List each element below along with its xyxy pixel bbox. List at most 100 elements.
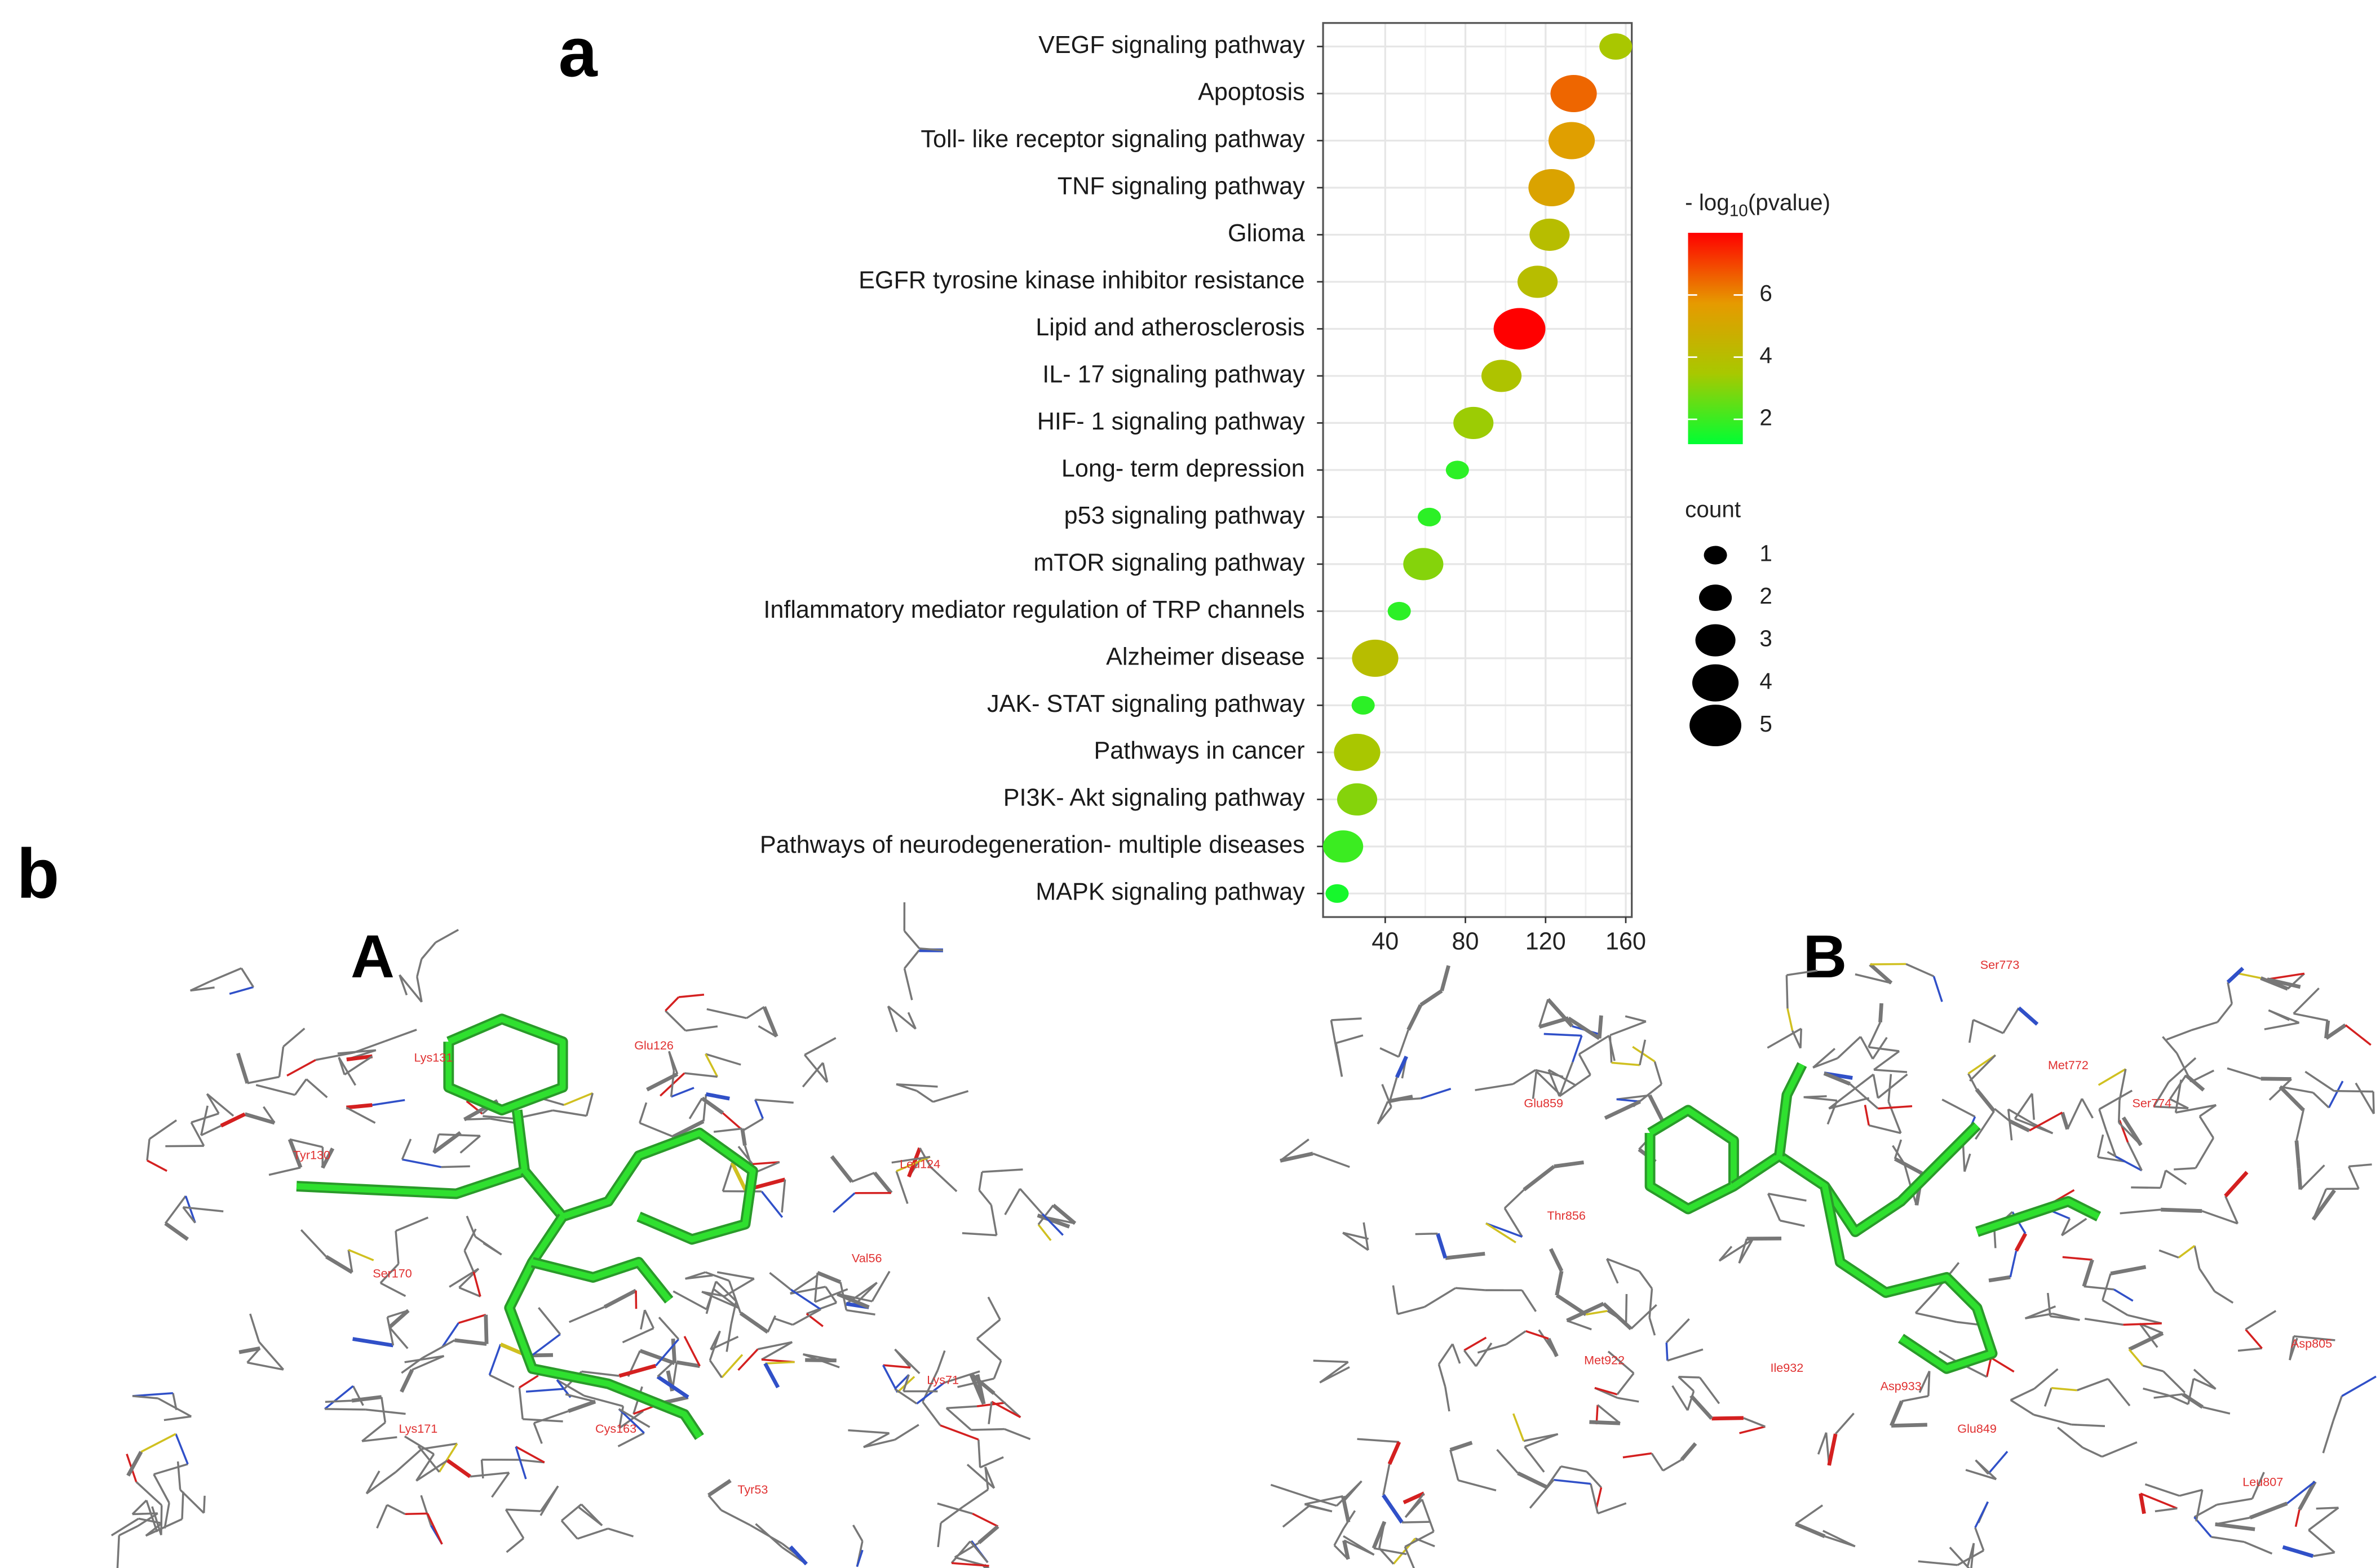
residue-stick xyxy=(2083,1285,2114,1291)
residue-stick xyxy=(976,1337,1002,1362)
residue-label: Lys131 xyxy=(414,1051,453,1065)
residue-stick xyxy=(110,1517,139,1536)
residue-stick xyxy=(1341,1495,1351,1523)
residue-stick xyxy=(351,1395,382,1403)
residue-stick xyxy=(1549,1248,1564,1272)
subpanel-label: B xyxy=(1803,922,1847,990)
residue-stick xyxy=(1572,1035,1583,1062)
residue-stick xyxy=(560,1520,578,1540)
residue-stick xyxy=(2178,1244,2196,1259)
residue-stick xyxy=(804,1037,837,1056)
residue-stick xyxy=(344,1055,373,1076)
residue-stick xyxy=(258,1341,285,1371)
residue-stick xyxy=(1449,1449,1459,1481)
size-legend-label: 1 xyxy=(1759,541,1772,566)
residue-stick xyxy=(2268,1078,2292,1101)
residue-stick xyxy=(380,1282,406,1297)
residue-stick xyxy=(1052,1203,1077,1225)
residue-stick xyxy=(2117,1100,2121,1123)
residue-stick xyxy=(518,1387,524,1420)
residue-stick xyxy=(1817,1432,1828,1455)
residue-stick xyxy=(1308,1505,1333,1513)
residue-stick xyxy=(746,1006,765,1019)
residue-stick xyxy=(754,1099,764,1119)
residue-stick xyxy=(1004,1188,1021,1216)
residue-stick xyxy=(1985,1357,1992,1377)
residue-stick xyxy=(2227,1067,2262,1080)
residue-stick xyxy=(1037,1213,1070,1229)
residue-stick xyxy=(789,1275,817,1295)
residue-stick xyxy=(2169,1098,2189,1109)
residue-stick xyxy=(676,1360,700,1368)
residue-stick xyxy=(2316,1507,2339,1510)
residue-stick xyxy=(278,1046,285,1077)
residue-stick xyxy=(962,1489,989,1508)
residue-stick xyxy=(2031,1093,2035,1120)
residue-stick xyxy=(381,1397,387,1423)
bubble xyxy=(1334,733,1381,771)
residue-stick xyxy=(1524,1446,1545,1473)
residue-stick xyxy=(2289,1336,2295,1361)
residue-stick xyxy=(426,1513,443,1545)
residue-stick xyxy=(891,1155,931,1164)
residue-stick xyxy=(1452,1343,1461,1364)
x-tick-label: 160 xyxy=(1605,928,1646,955)
bubble xyxy=(1481,360,1522,392)
residue-stick xyxy=(2214,1290,2234,1304)
residue-stick xyxy=(2245,1310,2277,1331)
residue-stick xyxy=(464,1118,490,1121)
residue-stick xyxy=(1377,1101,1389,1124)
residue-stick xyxy=(833,1192,856,1213)
residue-stick xyxy=(135,1481,162,1506)
residue-stick xyxy=(678,993,705,998)
residue-stick xyxy=(789,1545,808,1566)
residue-stick xyxy=(1362,1222,1369,1251)
residue-stick xyxy=(670,1087,694,1098)
residue-stick xyxy=(2107,1378,2131,1407)
residue-stick xyxy=(671,1338,677,1363)
residue-stick xyxy=(2237,1347,2262,1352)
residue-stick xyxy=(1632,1046,1656,1062)
residue-stick xyxy=(1019,1188,1043,1215)
residue-stick xyxy=(1304,1495,1343,1505)
residue-stick xyxy=(1786,969,1818,976)
residue-stick xyxy=(1477,1343,1507,1354)
residue-stick xyxy=(1404,1499,1423,1518)
residue-stick xyxy=(969,1374,986,1405)
residue-label: Met922 xyxy=(1584,1353,1625,1367)
residue-stick xyxy=(416,976,423,1003)
residue-stick xyxy=(2161,1207,2202,1213)
residue-stick xyxy=(1868,1046,1900,1052)
residue-stick xyxy=(971,1428,1005,1431)
residue-stick xyxy=(2167,1394,2189,1406)
residue-stick xyxy=(713,1127,742,1133)
residue-stick xyxy=(2128,1331,2164,1352)
residue-stick xyxy=(2155,1507,2178,1513)
residue-stick xyxy=(2139,1323,2158,1348)
residue-stick xyxy=(515,1446,527,1480)
residue-stick xyxy=(2009,1250,2018,1278)
size-legend-label: 2 xyxy=(1759,583,1772,609)
residue-stick xyxy=(386,1317,395,1346)
residue-stick xyxy=(2217,1003,2233,1023)
residue-stick xyxy=(1905,963,1935,977)
residue-stick xyxy=(505,1509,525,1539)
residue-stick xyxy=(907,1147,922,1178)
residue-stick xyxy=(1475,1342,1493,1367)
residue-stick xyxy=(2311,1189,2336,1221)
bubble xyxy=(1337,783,1378,816)
residue-stick xyxy=(1389,1077,1398,1101)
y-tick-label: Pathways of neurodegeneration- multiple … xyxy=(760,831,1305,858)
residue-stick xyxy=(790,1288,821,1310)
residue-stick xyxy=(1780,1219,1805,1227)
residue-stick xyxy=(1651,1452,1664,1472)
bubble xyxy=(1445,460,1469,480)
residue-stick xyxy=(539,1485,559,1512)
residue-stick xyxy=(1419,989,1443,1007)
residue-stick xyxy=(983,1563,990,1568)
residue-stick xyxy=(287,1139,303,1168)
residue-stick xyxy=(506,1537,524,1553)
residue-stick xyxy=(352,1385,364,1406)
residue-stick xyxy=(294,1078,307,1096)
residue-stick xyxy=(137,1512,158,1527)
